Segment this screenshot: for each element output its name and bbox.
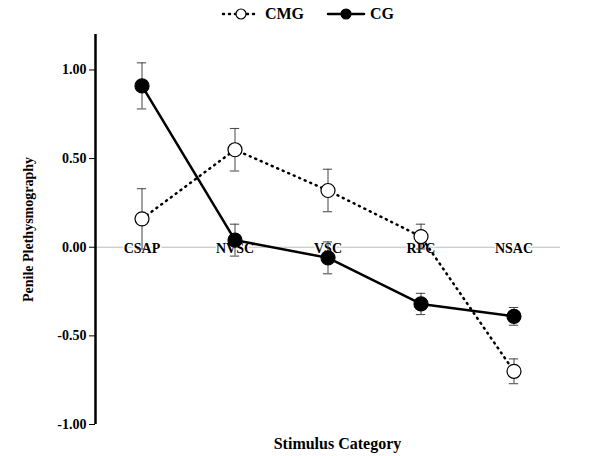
svg-text:-1.00: -1.00 (57, 417, 86, 432)
svg-text:Penile Plethysmography: Penile Plethysmography (21, 157, 36, 302)
svg-text:RPC: RPC (406, 240, 436, 256)
svg-text:VSC: VSC (314, 240, 342, 256)
svg-text:0.50: 0.50 (62, 151, 87, 166)
svg-text:1.00: 1.00 (62, 62, 87, 77)
html-text:CMG: CMG (264, 5, 304, 22)
svg-text:-0.50: -0.50 (57, 328, 86, 343)
html-text:CG: CG (370, 5, 394, 22)
svg-text:NSAC: NSAC (495, 241, 533, 256)
html-text:Stimulus Category: Stimulus Category (273, 435, 402, 452)
svg-text:0.00: 0.00 (62, 240, 87, 255)
svg-text:CSAP: CSAP (123, 240, 161, 256)
